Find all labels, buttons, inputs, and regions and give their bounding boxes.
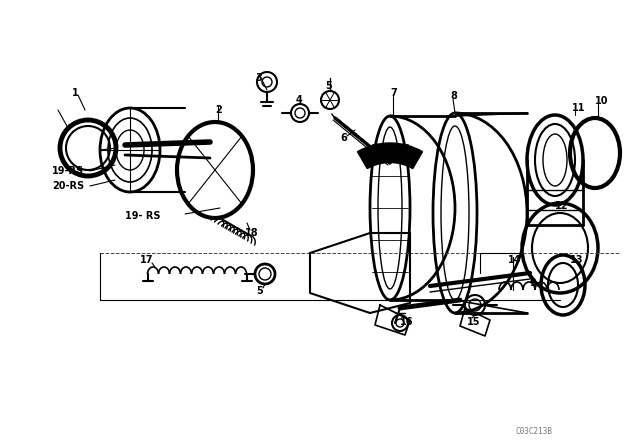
Text: 7: 7: [390, 88, 397, 98]
Text: 12: 12: [555, 201, 568, 211]
Text: C03C213B: C03C213B: [515, 427, 552, 436]
Text: 3: 3: [255, 73, 262, 83]
Text: 19-RS: 19-RS: [52, 166, 84, 176]
Text: 5: 5: [325, 81, 332, 91]
Text: 1: 1: [72, 88, 79, 98]
Text: 5: 5: [256, 286, 263, 296]
Text: 2: 2: [215, 105, 221, 115]
Text: 18: 18: [245, 228, 259, 238]
Text: 14: 14: [508, 255, 522, 265]
Text: 16: 16: [400, 317, 413, 327]
Text: 20-RS: 20-RS: [52, 181, 84, 191]
Text: 19- RS: 19- RS: [125, 211, 161, 221]
Text: 8: 8: [450, 91, 457, 101]
Text: 9: 9: [530, 278, 537, 288]
Text: 15: 15: [467, 317, 481, 327]
Text: 4: 4: [296, 95, 303, 105]
Wedge shape: [358, 143, 422, 168]
Text: 10: 10: [595, 96, 609, 106]
Text: 17: 17: [140, 255, 154, 265]
Text: 6: 6: [340, 133, 347, 143]
Text: 13: 13: [570, 255, 584, 265]
Text: 11: 11: [572, 103, 586, 113]
